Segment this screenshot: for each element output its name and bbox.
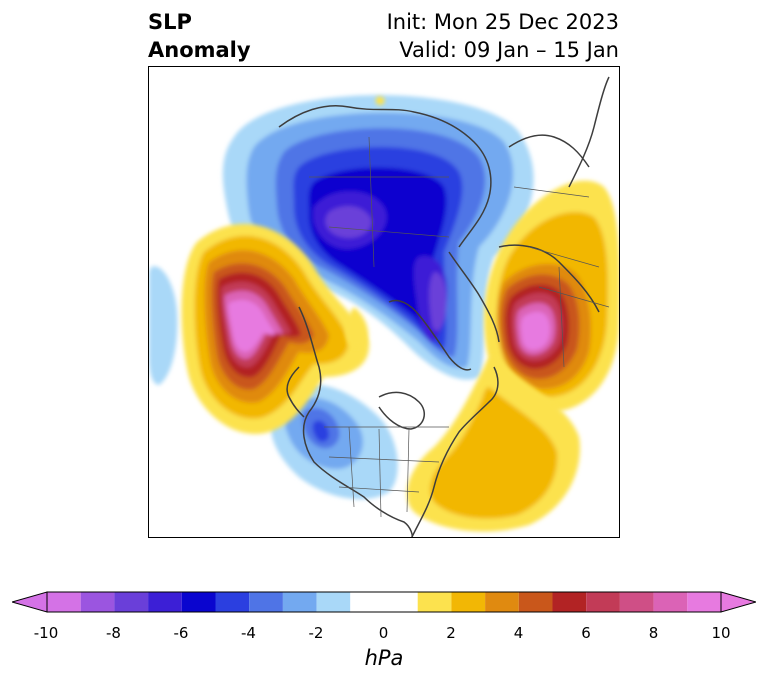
- colorbar-bin: [451, 592, 486, 612]
- colorbar-bin: [316, 592, 351, 612]
- colorbar-bin: [518, 592, 553, 612]
- colorbar-bin: [687, 592, 721, 612]
- colorbar-bin: [552, 592, 587, 612]
- colorbar-bin: [114, 592, 149, 612]
- map-canvas: [149, 76, 619, 537]
- positive-anomaly-eurasia: [484, 180, 619, 412]
- colorbar-extend-high: [720, 591, 756, 613]
- colorbar-tick-label: 8: [648, 624, 659, 642]
- valid-range: Valid: 09 Jan – 15 Jan: [399, 38, 619, 62]
- colorbar-bin: [653, 592, 688, 612]
- colorbar-bin: [619, 592, 654, 612]
- positive-anomaly-north-pacific: [181, 223, 370, 434]
- colorbar-bin: [47, 592, 81, 612]
- colorbar-bins: [47, 592, 721, 612]
- colorbar-bin: [282, 592, 317, 612]
- colorbar-extend-low: [12, 591, 48, 613]
- colorbar-tick-label: 0: [378, 624, 389, 642]
- colorbar-tick-label: -6: [173, 624, 189, 642]
- colorbar-bin: [350, 592, 418, 612]
- colorbar-units-label: hPa: [364, 646, 404, 670]
- colorbar: [12, 591, 756, 613]
- colorbar-tick-label: -4: [241, 624, 256, 642]
- forecast-info: Init: Mon 25 Dec 2023 Valid: 09 Jan – 15…: [387, 8, 619, 64]
- colorbar-bin: [148, 592, 182, 612]
- colorbar-bin: [80, 592, 115, 612]
- political-borders: [309, 136, 610, 518]
- colorbar-bin: [586, 592, 620, 612]
- title-line-2: Anomaly: [148, 38, 251, 62]
- colorbar-bin: [249, 592, 283, 612]
- negative-anomaly-arctic: [222, 95, 534, 380]
- coastlines: [278, 76, 610, 537]
- colorbar-bin: [181, 592, 216, 612]
- negative-anomaly-western-us: [149, 266, 398, 500]
- colorbar-tick-label: 4: [513, 624, 524, 642]
- colorbar-bin: [417, 592, 452, 612]
- colorbar-bin: [215, 592, 250, 612]
- colorbar-tick-label: -2: [308, 624, 324, 642]
- positive-anomaly-north-atlantic: [345, 96, 580, 532]
- anomaly-map: [148, 66, 620, 538]
- colorbar-tick-label: 10: [711, 624, 731, 642]
- colorbar-tick-label: 6: [581, 624, 591, 642]
- colorbar-outline: [46, 591, 722, 613]
- colorbar-bin: [485, 592, 519, 612]
- chart-title: SLP Anomaly: [148, 8, 251, 64]
- title-line-1: SLP: [148, 10, 192, 34]
- colorbar-tick-label: -8: [106, 624, 121, 642]
- init-date: Init: Mon 25 Dec 2023: [386, 10, 619, 34]
- colorbar-tick-label: 2: [446, 624, 456, 642]
- colorbar-tick-label: -10: [33, 624, 59, 642]
